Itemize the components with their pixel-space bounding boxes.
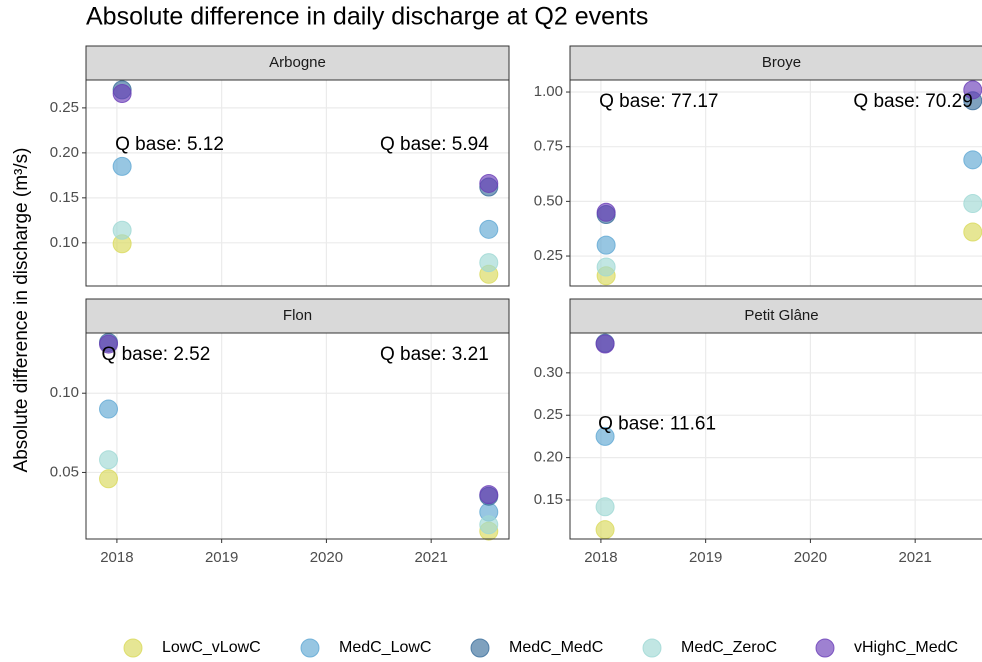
data-point bbox=[596, 235, 616, 255]
legend-swatch bbox=[642, 638, 662, 658]
annotation: Q base: 3.21 bbox=[380, 344, 489, 365]
chart-title: Absolute difference in daily discharge a… bbox=[86, 3, 648, 31]
y-axis-label: Absolute difference in discharge (m³/s) bbox=[11, 148, 32, 473]
y-tick-label: 0.10 bbox=[50, 384, 79, 401]
y-tick-label: 0.50 bbox=[534, 192, 563, 209]
data-point bbox=[479, 253, 499, 273]
panel-border bbox=[569, 79, 982, 287]
y-tick-label: 0.10 bbox=[50, 234, 79, 251]
x-tick-label: 2018 bbox=[584, 549, 617, 566]
annotation: Q base: 5.94 bbox=[380, 134, 489, 155]
legend-label: MedC_ZeroC bbox=[681, 639, 777, 656]
data-point bbox=[595, 520, 615, 540]
data-point bbox=[99, 399, 119, 419]
panel-border bbox=[85, 79, 510, 287]
data-point bbox=[595, 497, 615, 517]
x-tick-label: 2021 bbox=[898, 549, 931, 566]
x-tick-label: 2020 bbox=[794, 549, 827, 566]
data-point bbox=[99, 469, 119, 489]
data-point bbox=[479, 173, 499, 193]
data-point bbox=[595, 334, 615, 354]
annotation: Q base: 2.52 bbox=[102, 344, 211, 365]
annotation: Q base: 70.29 bbox=[853, 91, 972, 112]
data-point bbox=[963, 222, 982, 242]
data-point bbox=[479, 219, 499, 239]
annotation: Q base: 77.17 bbox=[599, 91, 718, 112]
legend-swatch bbox=[815, 638, 835, 658]
legend-label: MedC_MedC bbox=[509, 639, 603, 656]
x-tick-label: 2019 bbox=[689, 549, 722, 566]
data-point bbox=[595, 426, 615, 446]
annotation: Q base: 5.12 bbox=[115, 134, 224, 155]
x-tick-label: 2018 bbox=[100, 549, 133, 566]
data-point bbox=[479, 515, 499, 535]
panel-border bbox=[85, 332, 510, 540]
legend-label: MedC_LowC bbox=[339, 639, 431, 656]
data-point bbox=[99, 450, 119, 470]
x-tick-label: 2020 bbox=[310, 549, 343, 566]
data-point bbox=[596, 257, 616, 277]
annotation: Q base: 11.61 bbox=[598, 414, 716, 435]
facet-strip bbox=[85, 298, 510, 334]
data-point bbox=[112, 83, 132, 103]
facet-title: Flon bbox=[283, 307, 312, 324]
legend-swatch bbox=[300, 638, 320, 658]
data-point bbox=[99, 334, 119, 354]
x-tick-label: 2019 bbox=[205, 549, 238, 566]
data-point bbox=[963, 194, 982, 214]
panel-background bbox=[570, 80, 982, 286]
y-tick-label: 0.20 bbox=[534, 449, 563, 466]
data-point bbox=[596, 202, 616, 222]
y-tick-label: 0.15 bbox=[50, 189, 79, 206]
panel-border bbox=[569, 332, 982, 540]
y-tick-label: 0.75 bbox=[534, 138, 563, 155]
y-tick-label: 1.00 bbox=[534, 83, 563, 100]
facet-title: Petit Glâne bbox=[744, 307, 818, 324]
data-point bbox=[963, 150, 982, 170]
panel-background bbox=[86, 333, 509, 539]
y-tick-label: 0.20 bbox=[50, 144, 79, 161]
y-tick-label: 0.30 bbox=[534, 364, 563, 381]
y-tick-label: 0.25 bbox=[534, 406, 563, 423]
facet-strip bbox=[569, 298, 982, 334]
data-point bbox=[112, 220, 132, 240]
y-tick-label: 0.05 bbox=[50, 463, 79, 480]
panel-background bbox=[570, 333, 982, 539]
legend-swatch bbox=[470, 638, 490, 658]
legend-label: LowC_vLowC bbox=[162, 639, 261, 656]
facet-title: Broye bbox=[762, 54, 801, 71]
legend-label: vHighC_MedC bbox=[854, 639, 958, 656]
data-point bbox=[479, 485, 499, 505]
y-tick-label: 0.15 bbox=[534, 491, 563, 508]
y-tick-label: 0.25 bbox=[534, 247, 563, 264]
panel-background bbox=[86, 80, 509, 286]
facet-title: Arbogne bbox=[269, 54, 326, 71]
facet-strip bbox=[85, 45, 510, 81]
legend-swatch bbox=[123, 638, 143, 658]
x-tick-label: 2021 bbox=[414, 549, 447, 566]
y-tick-label: 0.25 bbox=[50, 99, 79, 116]
data-point bbox=[112, 156, 132, 176]
